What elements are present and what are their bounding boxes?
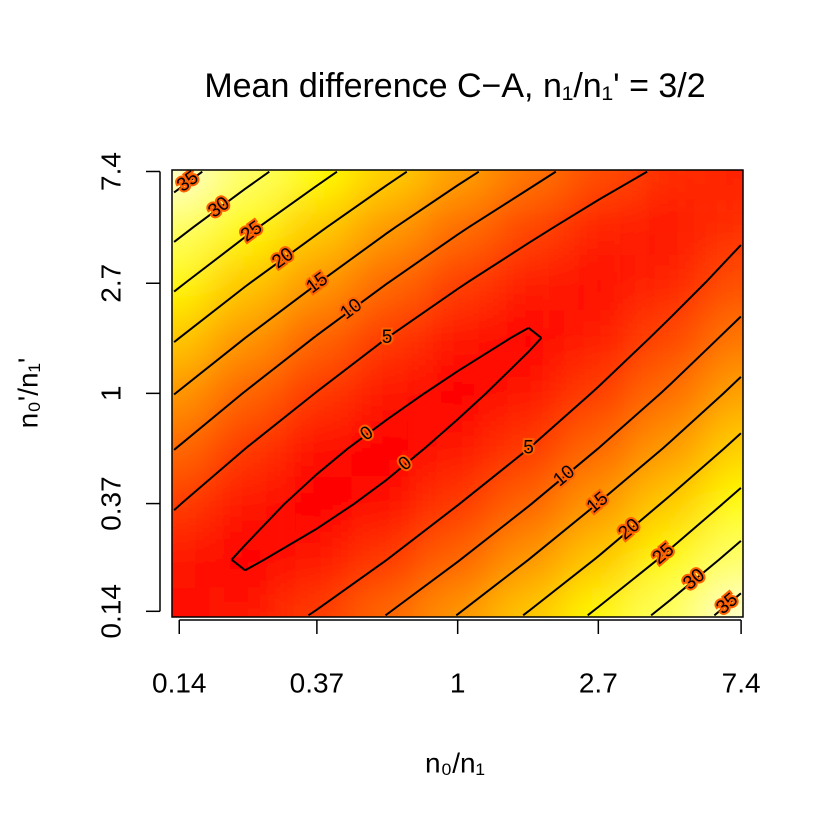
heat-cell xyxy=(172,421,210,477)
heat-cell xyxy=(634,365,706,422)
heatmap-cells xyxy=(172,170,743,617)
heat-cell xyxy=(705,199,743,255)
heat-cell xyxy=(422,310,494,366)
heat-cell xyxy=(280,476,352,532)
heat-cell xyxy=(172,587,210,617)
contour-line xyxy=(173,170,742,617)
plot-frame xyxy=(171,169,744,618)
heat-cell xyxy=(705,170,743,200)
heat-cell xyxy=(172,365,210,422)
heat-cell xyxy=(634,310,706,366)
heat-cell xyxy=(280,199,352,255)
heat-cell xyxy=(705,587,743,617)
heat-cell xyxy=(563,587,635,617)
heat-cell xyxy=(634,587,706,617)
heat-cell xyxy=(634,531,706,588)
heat-cell xyxy=(422,365,494,422)
heat-cell xyxy=(172,170,210,200)
heat-cell xyxy=(563,531,635,588)
y-tick-label: 2.7 xyxy=(95,264,126,303)
heat-cell xyxy=(563,170,635,200)
contour-line xyxy=(173,170,742,617)
y-tick-label: 1 xyxy=(95,386,126,402)
heat-cell xyxy=(209,199,281,255)
heat-cell xyxy=(634,476,706,532)
heat-cell xyxy=(172,254,210,311)
heat-cell xyxy=(172,310,210,366)
heat-cell xyxy=(493,199,564,255)
heat-cell xyxy=(209,531,281,588)
heat-cell xyxy=(493,587,564,617)
heat-cell xyxy=(563,310,635,366)
y-tick-label: 7.4 xyxy=(95,152,126,191)
heat-cell xyxy=(422,199,494,255)
contour-line xyxy=(173,170,742,617)
heat-cell xyxy=(209,170,281,200)
heat-cell xyxy=(172,199,210,255)
heat-cell xyxy=(563,476,635,532)
contour-line xyxy=(173,170,742,617)
contour-label: 5 xyxy=(382,327,393,348)
heat-cell xyxy=(351,587,423,617)
heat-cell xyxy=(493,254,564,311)
y-tick-label: 0.14 xyxy=(95,584,126,639)
heatmap xyxy=(172,170,743,617)
contour-line xyxy=(230,326,543,572)
contour-line xyxy=(173,170,742,617)
heat-cell xyxy=(209,254,281,311)
x-axis-label: n₀/n₁ xyxy=(425,747,485,778)
heat-cell xyxy=(351,170,423,200)
x-tick-label: 7.4 xyxy=(722,667,761,698)
heat-cell xyxy=(705,476,743,532)
heat-cell xyxy=(634,421,706,477)
y-tick-label: 0.37 xyxy=(95,476,126,531)
heat-cell xyxy=(351,365,423,422)
heat-cell xyxy=(563,365,635,422)
heat-cell xyxy=(422,254,494,311)
heat-cell xyxy=(634,199,706,255)
heat-cell xyxy=(351,199,423,255)
heat-cell xyxy=(563,199,635,255)
heat-cell xyxy=(351,476,423,532)
heat-cell xyxy=(493,170,564,200)
heat-cell xyxy=(422,170,494,200)
heat-cell xyxy=(634,170,706,200)
heat-cell xyxy=(422,587,494,617)
heat-cell xyxy=(209,476,281,532)
heat-cell xyxy=(209,587,281,617)
heat-cell xyxy=(280,254,352,311)
heat-cell xyxy=(634,254,706,311)
heat-cell xyxy=(493,310,564,366)
heat-cell xyxy=(563,254,635,311)
x-tick-label: 1 xyxy=(450,667,466,698)
heat-cell xyxy=(705,531,743,588)
heat-cell xyxy=(493,365,564,422)
heat-cell xyxy=(172,531,210,588)
contour-line xyxy=(173,170,742,617)
heat-cell xyxy=(705,310,743,366)
y-axis-label: n₀'/n₁' xyxy=(12,358,43,429)
heat-cell xyxy=(280,531,352,588)
chart-title: Mean difference C−A, n₁/n₁' = 3/2 xyxy=(204,67,705,105)
heat-cell xyxy=(280,170,352,200)
heat-cell xyxy=(351,421,423,477)
heat-cell xyxy=(422,421,494,477)
x-tick-label: 2.7 xyxy=(579,667,618,698)
contour-label: 5 xyxy=(523,438,534,459)
heat-cell xyxy=(280,421,352,477)
x-tick-label: 0.37 xyxy=(290,667,345,698)
contour-line xyxy=(173,170,742,617)
x-tick-label: 0.14 xyxy=(152,667,207,698)
